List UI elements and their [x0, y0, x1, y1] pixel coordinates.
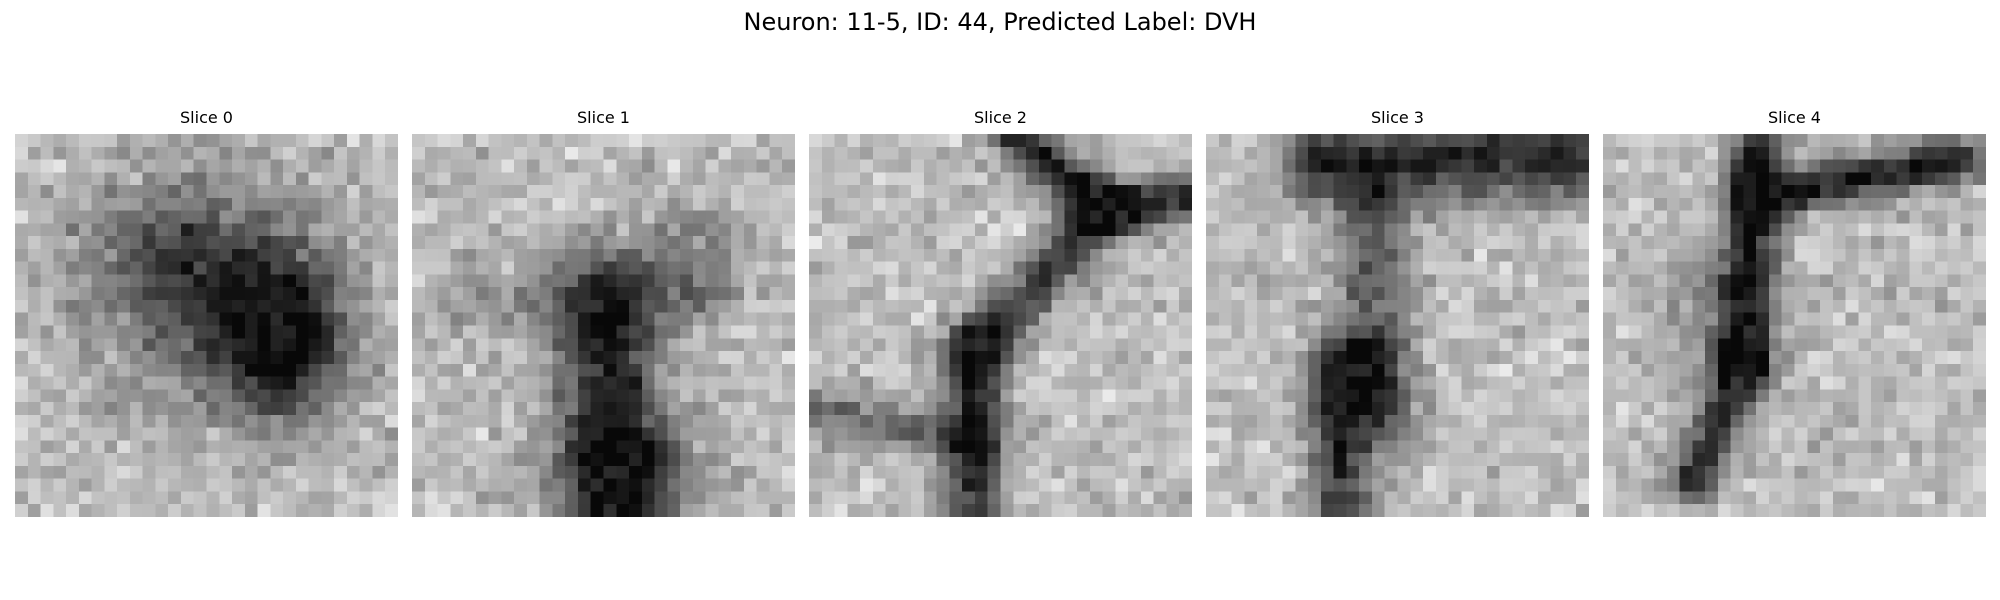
panel-title: Slice 2: [809, 106, 1192, 130]
figure-title: Neuron: 11-5, ID: 44, Predicted Label: D…: [0, 6, 2000, 38]
slice-image: [809, 134, 1192, 517]
slice-image: [1603, 134, 1986, 517]
slice-image: [412, 134, 795, 517]
panel-title: Slice 4: [1603, 106, 1986, 130]
panel-title: Slice 1: [412, 106, 795, 130]
slice-image: [1206, 134, 1589, 517]
slice-image: [15, 134, 398, 517]
panel-title: Slice 3: [1206, 106, 1589, 130]
panel-title: Slice 0: [15, 106, 398, 130]
